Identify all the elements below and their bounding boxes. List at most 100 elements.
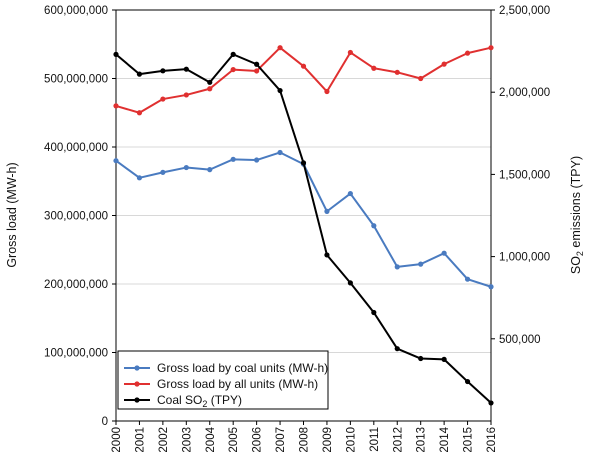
right-tick-label: 2,000,000 xyxy=(499,87,550,99)
legend-item-all-load: Gross load by all units (MW-h) xyxy=(124,377,318,391)
x-axis-ticks: 2000 2001 2002 2003 2004 2005 2006 2007 2008 2009… xyxy=(111,421,498,453)
series-2-point xyxy=(324,252,330,258)
legend-label-coal-so2: Coal SO2 (TPY) xyxy=(157,393,242,409)
x-tick-label: 2010 xyxy=(345,427,357,453)
series-line-0 xyxy=(115,151,492,288)
x-tick-label: 2002 xyxy=(158,427,170,453)
series-1-point xyxy=(418,75,424,82)
series-layer xyxy=(113,45,494,406)
series-0-point xyxy=(371,223,377,229)
series-2-point xyxy=(464,378,471,385)
series-0-point xyxy=(183,164,189,171)
x-tick-label: 2007 xyxy=(275,427,287,453)
series-1-point xyxy=(136,110,143,116)
x-tick-label: 2005 xyxy=(228,427,240,453)
x-tick-label: 2001 xyxy=(134,427,146,453)
legend-item-coal-so2: Coal SO2 (TPY) xyxy=(124,393,242,409)
right-tick-label: 500,000 xyxy=(499,334,541,346)
x-tick-label: 2003 xyxy=(181,427,193,453)
series-1-point xyxy=(113,103,119,109)
series-2-point xyxy=(277,87,283,94)
series-0-point xyxy=(394,264,400,270)
legend: Gross load by coal units (MW-h) Gross lo… xyxy=(117,350,329,410)
left-tick-label: 0 xyxy=(102,416,108,428)
series-2-point xyxy=(113,51,119,57)
y-axis-right-title-subscript: 2 xyxy=(575,251,585,256)
legend-marker-all-load xyxy=(134,381,140,387)
series-0-point xyxy=(230,156,236,162)
left-tick-label: 100,000,000 xyxy=(44,348,108,360)
series-0-point xyxy=(488,284,494,290)
series-0-point xyxy=(207,167,213,173)
legend-label-coal-so2-rest: (TPY) xyxy=(207,393,242,407)
right-tick-label: 2,500,000 xyxy=(499,5,550,17)
series-0-point xyxy=(160,169,166,175)
series-2-point xyxy=(183,66,189,72)
series-0-point xyxy=(464,276,471,282)
y-axis-right-title: SO2 emissions (TPY) xyxy=(569,156,585,274)
left-tick-label: 300,000,000 xyxy=(44,211,108,223)
x-tick-label: 2012 xyxy=(392,427,404,453)
series-1-point xyxy=(324,88,330,95)
x-tick-label: 2006 xyxy=(252,427,264,453)
series-1-point xyxy=(441,61,447,67)
series-2-point xyxy=(371,309,377,316)
x-tick-label: 2004 xyxy=(205,426,217,452)
x-tick-label: 2011 xyxy=(369,427,381,452)
left-tick-label: 200,000,000 xyxy=(44,279,108,291)
series-0-point xyxy=(347,190,353,197)
series-2-point xyxy=(230,51,236,57)
legend-label-coal-load: Gross load by coal units (MW-h) xyxy=(157,361,328,375)
left-tick-label: 400,000,000 xyxy=(44,142,108,154)
series-1-point xyxy=(394,69,400,75)
legend-box xyxy=(117,350,329,410)
series-2-point xyxy=(488,400,494,406)
legend-marker-coal-load xyxy=(134,365,140,371)
left-tick-label: 600,000,000 xyxy=(44,5,108,17)
series-1-point xyxy=(371,65,377,71)
legend-label-coal-so2-subscript: 2 xyxy=(202,399,207,409)
series-1-point xyxy=(207,86,213,92)
series-1-point xyxy=(488,45,494,51)
series-1-point xyxy=(347,49,353,56)
series-line-1 xyxy=(115,46,492,114)
x-tick-label: 2013 xyxy=(416,427,428,453)
series-1-point xyxy=(230,66,236,73)
series-0-point xyxy=(277,149,283,156)
series-2-point xyxy=(160,68,166,74)
y-axis-left-title: Gross load (MW-h) xyxy=(5,162,19,267)
series-1-point xyxy=(160,96,166,102)
series-2-point xyxy=(136,71,143,77)
series-2-point xyxy=(441,356,447,362)
x-tick-label: 2014 xyxy=(439,426,451,452)
series-2-point xyxy=(254,61,260,67)
series-1-point xyxy=(277,45,283,51)
x-tick-label: 2008 xyxy=(299,427,311,453)
series-2-point xyxy=(300,160,307,166)
gridlines xyxy=(116,78,491,353)
legend-item-coal-load: Gross load by coal units (MW-h) xyxy=(124,361,328,375)
legend-label-all-load: Gross load by all units (MW-h) xyxy=(157,377,318,391)
legend-marker-coal-so2 xyxy=(134,397,140,403)
series-1-point xyxy=(254,68,260,74)
x-tick-label: 2000 xyxy=(111,427,123,453)
series-2-point xyxy=(418,355,424,362)
series-0-point xyxy=(254,157,260,163)
series-0-point xyxy=(136,175,143,181)
x-tick-label: 2009 xyxy=(322,427,334,453)
right-axis-ticks: 500,000 1,000,000 1,500,000 2,000,000 2,500,… xyxy=(491,5,550,346)
y-axis-right-title-main: SO xyxy=(569,256,583,274)
series-0-point xyxy=(441,250,447,256)
y-axis-right-title-rest: emissions (TPY) xyxy=(569,156,583,251)
series-2-point xyxy=(394,346,400,352)
series-2-point xyxy=(207,79,213,85)
right-tick-label: 1,500,000 xyxy=(499,169,550,181)
legend-label-coal-so2-main: Coal SO xyxy=(157,393,202,407)
left-axis-ticks: 0 100,000,000 200,000,000 300,000,000 400,00… xyxy=(44,5,116,428)
series-2-point xyxy=(347,280,353,286)
series-1-point xyxy=(464,50,471,56)
left-tick-label: 500,000,000 xyxy=(44,74,108,86)
series-0-point xyxy=(113,158,119,164)
series-1-point xyxy=(300,63,307,69)
